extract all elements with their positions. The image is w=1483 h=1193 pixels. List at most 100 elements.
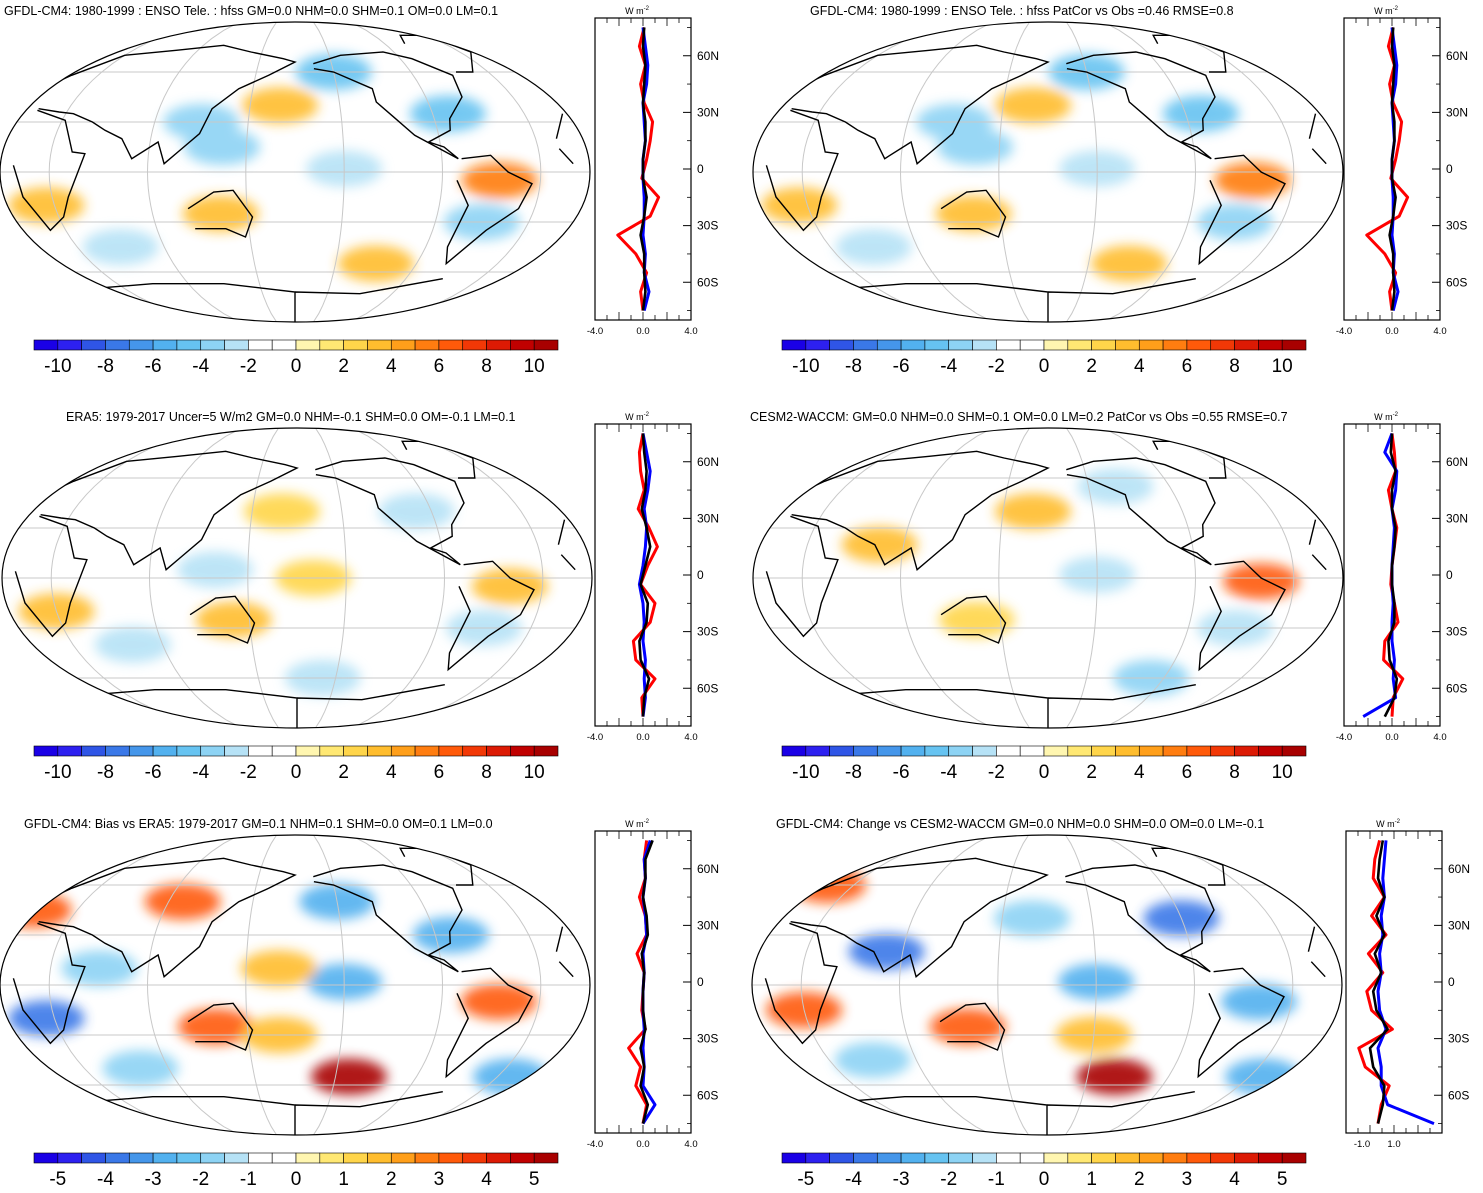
profile-lat-label: 30S [1446,219,1467,233]
colorbar-swatch [176,745,202,757]
colorbar-swatch [1138,339,1164,351]
panel-era5: ERA5: 1979-2017 Uncer=5 W/m2 GM=0.0 NHM=… [0,406,735,786]
colorbar-swatch [271,1152,297,1164]
colorbar-swatch [1234,1152,1259,1164]
panel-bias: GFDL-CM4: Bias vs ERA5: 1979-2017 GM=0.1… [0,813,735,1193]
continent-australia [939,1002,1006,1051]
colorbar-tick-label: 6 [434,762,445,783]
colorbar-tick-label: 10 [524,762,545,783]
colorbar: -5 -4 -3 -2 -1 0 1 2 3 4 5 [781,1152,1307,1190]
colorbar-tick-label: 4 [481,1169,492,1190]
continent-antarctica [843,278,1196,322]
colorbar-swatch [1281,1152,1307,1164]
colorbar-swatch [996,1152,1021,1164]
lon-gridline [247,428,280,728]
colorbar-swatch [414,1152,440,1164]
map-border [752,21,1344,323]
profile-line-profile_mean [1368,840,1389,1124]
colorbar-swatch [367,745,392,757]
profile-x-label: 4.0 [1433,732,1446,743]
colorbar-swatch [781,745,807,757]
colorbar-swatch [533,339,559,351]
colorbar-swatch [224,1152,249,1164]
map-anomaly-9 [1091,245,1168,282]
colorbar-tick-label: -3 [893,1169,910,1190]
colorbar-swatch [1258,745,1283,757]
lon-gridline [899,22,994,322]
profile-x-label: 0.0 [1385,732,1398,743]
colorbar-tick-label: -6 [893,356,910,377]
colorbar-swatch [390,1152,416,1164]
zonal-profile: W m-2 60N 30N 0 30S 60S -4.0 0.0 4.0 [1336,6,1468,337]
colorbar-tick-label: -8 [845,762,862,783]
continent-africa [765,109,1327,232]
panel-change: GFDL-CM4: Change vs CESM2-WACCM GM=0.0 N… [748,813,1483,1193]
zonal-profile: W m-2 60N 30N 0 30S 60S -4.0 0.0 4.0 [1336,412,1468,743]
map-anomaly-7 [761,187,838,224]
profile-lat-label: 60S [697,275,718,289]
colorbar-swatch [1258,1152,1283,1164]
map-anomaly-4 [841,526,918,563]
profile-lat-label: 0 [1448,975,1455,989]
colorbar-swatch [1234,745,1259,757]
colorbar-tick-label: 8 [1229,762,1240,783]
zonal-profile: W m-2 60N 30N 0 30S 60S -1.0 1.0 [1345,819,1470,1150]
map-anomaly-5 [1162,95,1239,132]
profile-unit: W m-2 [1374,412,1398,422]
colorbar-swatch [271,339,297,351]
colorbar-swatch [829,1152,854,1164]
profile-lat-label: 0 [1446,568,1453,582]
colorbar-swatch [1043,745,1069,757]
colorbar-tick-label: 0 [291,1169,302,1190]
lon-gridline [801,428,957,728]
colorbar-tick-label: -5 [49,1169,66,1190]
colorbar-swatch [176,1152,202,1164]
continent-europe-asia [38,44,297,165]
lon-gridline [245,835,278,1135]
colorbar-swatch [57,339,82,351]
continent-africa [14,515,576,638]
lon-gridline [998,428,1031,728]
colorbar-tick-label: 2 [386,1169,397,1190]
colorbar-swatch [343,1152,368,1164]
profile-x-label: -1.0 [1354,1139,1370,1150]
colorbar-swatch [1138,1152,1164,1164]
colorbar-swatch [224,339,249,351]
continent-antarctica [842,1091,1195,1135]
colorbar-tick-label: 1 [1086,1169,1097,1190]
lon-gridline [801,22,957,322]
map-anomaly-5 [848,933,925,970]
colorbar: -10 -8 -6 -4 -2 0 2 4 6 8 10 [781,339,1307,377]
profile-lat-label: 60S [697,1088,718,1102]
colorbar-swatch [996,745,1021,757]
profile-line-profile_mean [639,27,648,311]
continent-north-america [313,51,463,160]
colorbar-swatch [853,745,878,757]
colorbar-swatch [248,745,273,757]
map-anomaly-10 [994,900,1071,937]
colorbar-swatch [152,339,178,351]
panel-gfdl-enso: GFDL-CM4: 1980-1999 : ENSO Tele. : hfss … [0,0,735,380]
lon-gridline [997,835,1030,1135]
colorbar-tick-label: -1 [988,1169,1005,1190]
profile-x-label: -4.0 [587,732,603,743]
colorbar-swatch [1234,339,1259,351]
map-anomaly-5 [473,1058,550,1095]
colorbar-swatch [1019,1152,1045,1164]
panel-svg: -5 -4 -3 -2 -1 0 1 2 3 4 5 W m-2 60N 30N 0 30S 60S -4.0 0.… [0,819,719,1190]
colorbar: -10 -8 -6 -4 -2 0 2 4 6 8 10 [781,745,1307,783]
map-anomaly-4 [1214,162,1291,199]
map-anomaly-6 [102,1050,179,1087]
colorbar-swatch [533,745,559,757]
colorbar-tick-label: -8 [97,356,114,377]
lon-gridline [388,428,544,728]
colorbar-swatch [486,339,511,351]
panel-gfdl-patcor: GFDL-CM4: 1980-1999 : ENSO Tele. : hfss … [748,0,1483,380]
colorbar-tick-label: 2 [338,356,349,377]
colorbar-swatch [152,745,178,757]
profile-lat-label: 30S [697,625,718,639]
colorbar-swatch [390,339,416,351]
lon-gridline [245,22,278,322]
colorbar-swatch [853,339,878,351]
continent-europe-asia [38,857,297,978]
